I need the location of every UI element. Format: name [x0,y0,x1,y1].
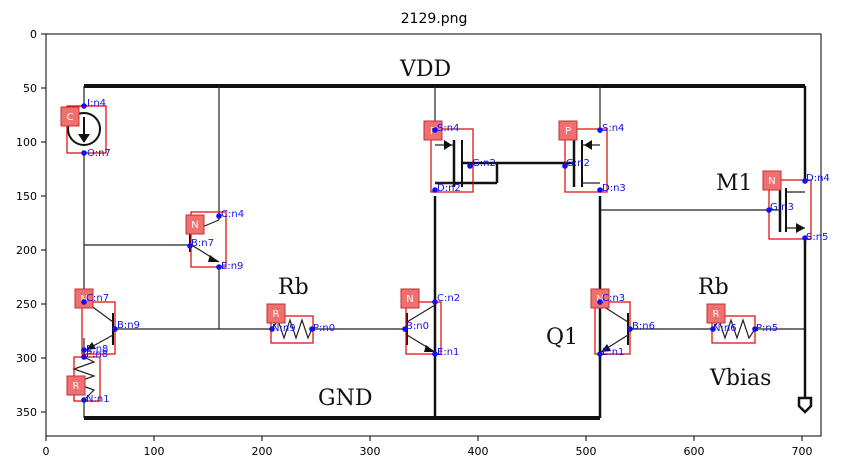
component-tag: N [406,294,413,305]
pin-label: B:n6 [632,321,655,332]
component-tag: N [768,176,775,187]
y-tick-label: 0 [30,28,37,41]
resistor-vertical-symbol [72,356,96,401]
x-tick-label: 400 [468,445,489,458]
pin-label: P:n8 [86,349,108,360]
axes-frame [45,33,822,437]
annotation-npn-right: N C:n3 B:n6 E:n1 [590,288,655,358]
rb-left-label: Rb [278,275,309,300]
pin-label: D:n3 [602,183,626,194]
pin-label: S:n4 [602,123,624,134]
x-tick-label: 500 [576,445,597,458]
pin-label: B:n7 [191,238,214,249]
y-tick-label: 100 [16,136,37,149]
pin-label: P:n0 [313,323,335,334]
x-tick-label: 0 [43,445,50,458]
pin-label: N:n1 [86,394,110,405]
annotation-nmos-m1: N D:n4 G:n3 S:n5 [762,170,830,243]
pin-label: P:n5 [756,323,778,334]
y-tick-label: 250 [16,298,37,311]
x-tick-label: 600 [684,445,705,458]
pin-label: E:n1 [437,347,459,358]
annotation-pmos-right: P S:n4 G:n2 D:n3 [558,120,626,194]
y-axis: 0 50 100 150 200 250 300 350 [16,28,46,419]
y-tick-label: 350 [16,406,37,419]
vbias-label: Vbias [709,366,771,391]
pin-label: D:n4 [806,173,830,184]
x-tick-label: 200 [252,445,273,458]
pin-label: N:n6 [713,323,737,334]
pin-label: E:n8 [86,344,108,355]
annotation-resistor-rb-right: R N:n6 P:n5 [706,303,778,344]
x-tick-label: 300 [360,445,381,458]
component-tag: N [191,220,198,231]
q1-label: Q1 [546,325,578,350]
annotation-npn-q1: N C:n2 B:n0 E:n1 [400,288,460,358]
component-tag: R [713,309,720,320]
rb-right-label: Rb [698,275,729,300]
pin-label: B:n9 [117,320,140,331]
m1-label: M1 [716,171,753,196]
y-tick-label: 200 [16,244,37,257]
current-source-symbol [67,112,101,146]
annotation-pmos-left: P S:n4 G:n2 D:n2 [423,120,496,194]
pin-label: N:n9 [272,323,296,334]
pin-label: S:n4 [437,123,459,134]
x-axis: 0 100 200 300 400 500 600 700 [43,436,813,458]
pin-label: B:n0 [406,321,429,332]
pin-label: O:n7 [87,148,111,159]
pin-label: C:n3 [602,293,625,304]
vbias-port-icon [797,396,813,414]
pin-label: S:n5 [806,232,828,243]
component-tag: R [273,309,280,320]
pin-label: E:n1 [602,347,624,358]
y-tick-label: 300 [16,352,37,365]
pin-label: E:n9 [221,261,243,272]
annotation-current-source: C I:n4 O:n7 [60,98,111,159]
component-tag: C [67,112,74,123]
pin-label: D:n2 [437,183,461,194]
pmos-left-symbol [435,140,470,187]
pin-label: C:n7 [86,293,109,304]
pin-label: C:n2 [437,293,460,304]
gnd-label: GND [318,386,372,411]
x-tick-label: 700 [792,445,813,458]
pin-label: I:n4 [87,98,106,109]
nmos-m1-symbol [769,188,805,233]
y-tick-label: 150 [16,190,37,203]
pin-label: C:n4 [221,209,244,220]
annotation-npn-1: N C:n7 B:n9 E:n8 [74,288,140,355]
annotation-resistor-vertical: R P:n8 N:n1 [66,349,110,405]
component-tag: R [73,381,80,392]
y-tick-label: 50 [23,82,37,95]
x-tick-label: 100 [144,445,165,458]
pin-label: G:n2 [566,158,590,169]
annotation-resistor-rb-left: R N:n9 P:n0 [266,303,335,344]
pin-label: G:n2 [472,158,496,169]
pmos-right-symbol [565,140,600,187]
pin-label: G:n3 [770,202,794,213]
component-tag: P [565,126,571,137]
figure-title: 2129.png [401,11,468,27]
annotation-npn-2: N C:n4 B:n7 E:n9 [185,209,244,272]
vdd-label: VDD [399,57,451,82]
